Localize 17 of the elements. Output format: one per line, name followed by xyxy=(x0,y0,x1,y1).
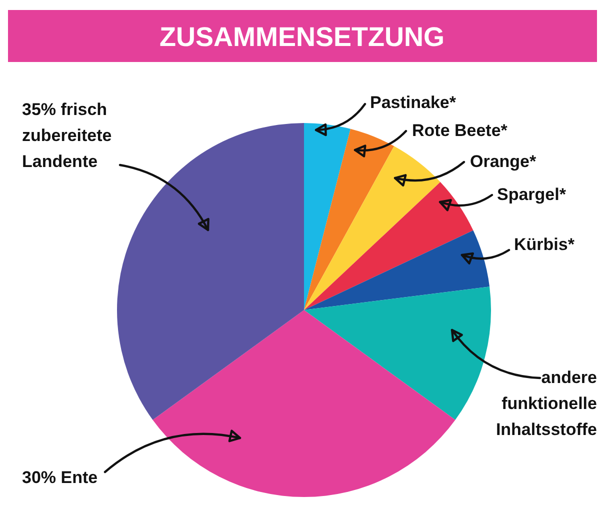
slice-label: Pastinake* xyxy=(370,93,456,112)
pie-slice xyxy=(304,286,491,420)
slice-label: Spargel* xyxy=(497,185,566,204)
pie-slice xyxy=(304,230,490,310)
slice-label: 35% frisch zubereitete Landente xyxy=(22,100,112,171)
pie-slice xyxy=(152,310,456,497)
chart-title: ZUSAMMENSETZUNG xyxy=(160,22,444,52)
pie-slice xyxy=(117,123,304,420)
slice-label: Orange* xyxy=(470,152,537,171)
slice-label: Rote Beete* xyxy=(412,121,508,140)
pie-slice xyxy=(304,182,474,310)
slice-label: Kürbis* xyxy=(514,235,575,254)
slice-label: andere funktionelle Inhaltsstoffe xyxy=(496,368,597,439)
pie-slice xyxy=(304,128,394,310)
pie-slice xyxy=(304,123,351,310)
pie-slice xyxy=(304,146,440,310)
slice-label: 30% Ente xyxy=(22,468,98,487)
